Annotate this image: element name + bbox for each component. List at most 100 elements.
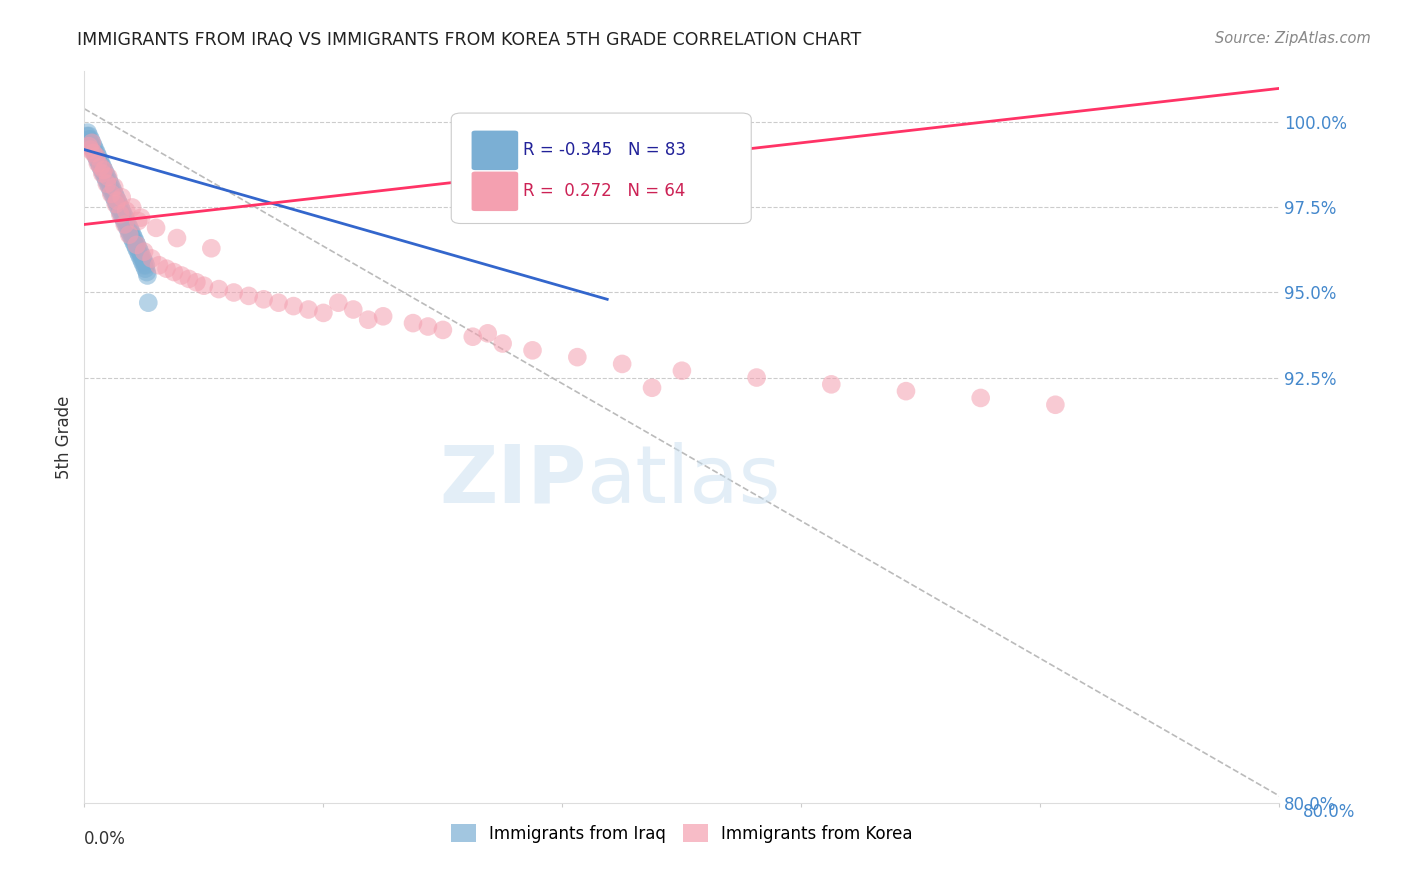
Point xyxy=(970,391,993,405)
Text: IMMIGRANTS FROM IRAQ VS IMMIGRANTS FROM KOREA 5TH GRADE CORRELATION CHART: IMMIGRANTS FROM IRAQ VS IMMIGRANTS FROM … xyxy=(77,31,862,49)
Point xyxy=(103,186,125,201)
Point xyxy=(124,238,146,252)
Point xyxy=(79,132,101,146)
Point xyxy=(121,231,143,245)
Point xyxy=(432,323,454,337)
Point xyxy=(117,218,139,232)
Point xyxy=(110,207,132,221)
Point xyxy=(90,160,112,174)
Point xyxy=(120,224,142,238)
Point xyxy=(101,183,124,197)
Point xyxy=(84,149,107,163)
Point xyxy=(522,343,544,358)
Point xyxy=(93,166,115,180)
Point xyxy=(894,384,917,399)
Point xyxy=(120,227,142,242)
Point xyxy=(91,163,114,178)
Point xyxy=(97,173,120,187)
Point xyxy=(76,126,98,140)
Point xyxy=(112,214,135,228)
Legend: Immigrants from Iraq, Immigrants from Korea: Immigrants from Iraq, Immigrants from Ko… xyxy=(444,818,920,849)
Point xyxy=(132,258,155,272)
Point xyxy=(97,169,120,184)
Point xyxy=(105,194,128,208)
Point xyxy=(107,201,129,215)
Point xyxy=(492,336,515,351)
Point xyxy=(94,169,117,184)
Point xyxy=(297,302,319,317)
Point xyxy=(461,329,484,343)
Point xyxy=(166,231,188,245)
Point xyxy=(80,139,103,153)
Point xyxy=(186,275,208,289)
Text: 80.0%: 80.0% xyxy=(1303,803,1355,821)
Point xyxy=(76,128,98,143)
Point xyxy=(141,252,163,266)
FancyBboxPatch shape xyxy=(471,130,519,170)
Point xyxy=(136,268,159,283)
Point xyxy=(135,258,157,272)
Point xyxy=(118,224,141,238)
Point xyxy=(77,132,100,146)
Point xyxy=(77,139,100,153)
Point xyxy=(567,350,589,364)
Point xyxy=(357,312,380,326)
Point xyxy=(77,128,100,143)
Point xyxy=(477,326,499,341)
Point xyxy=(155,261,177,276)
Point xyxy=(100,186,122,201)
Point xyxy=(100,180,122,194)
Point xyxy=(104,194,127,208)
Point xyxy=(114,211,136,225)
Point xyxy=(125,238,148,252)
Point xyxy=(238,289,260,303)
Point xyxy=(127,244,149,259)
Point xyxy=(208,282,231,296)
Point xyxy=(79,136,101,150)
Point xyxy=(108,197,131,211)
Point xyxy=(328,295,350,310)
Point xyxy=(128,248,150,262)
Point xyxy=(118,227,141,242)
Point xyxy=(124,235,146,249)
Point xyxy=(129,244,152,259)
Point xyxy=(82,146,104,161)
Point xyxy=(91,166,114,180)
Point xyxy=(86,146,108,161)
Point xyxy=(114,218,136,232)
Point xyxy=(145,220,167,235)
Point xyxy=(170,268,193,283)
Point xyxy=(163,265,186,279)
Point xyxy=(110,207,132,221)
Point xyxy=(103,190,125,204)
Point xyxy=(80,136,103,150)
Point xyxy=(115,214,138,228)
Point xyxy=(129,211,152,225)
Point xyxy=(342,302,364,317)
Point xyxy=(253,293,276,307)
Point xyxy=(82,136,104,150)
Point xyxy=(98,180,121,194)
FancyBboxPatch shape xyxy=(471,171,519,211)
Point xyxy=(373,310,395,324)
Point xyxy=(122,231,145,245)
Point xyxy=(612,357,634,371)
Point xyxy=(121,201,143,215)
Text: ZIP: ZIP xyxy=(439,442,586,520)
Point xyxy=(115,203,138,218)
Point xyxy=(90,156,112,170)
Point xyxy=(105,197,128,211)
Point xyxy=(132,252,155,266)
Point xyxy=(82,143,104,157)
Point xyxy=(93,163,115,178)
Point xyxy=(103,180,125,194)
Point xyxy=(111,203,134,218)
Point xyxy=(1045,398,1067,412)
Point xyxy=(108,203,131,218)
Point xyxy=(122,235,145,249)
Point xyxy=(83,139,105,153)
Point xyxy=(101,186,124,201)
Point xyxy=(127,241,149,255)
Point xyxy=(89,153,111,167)
Point xyxy=(98,177,121,191)
